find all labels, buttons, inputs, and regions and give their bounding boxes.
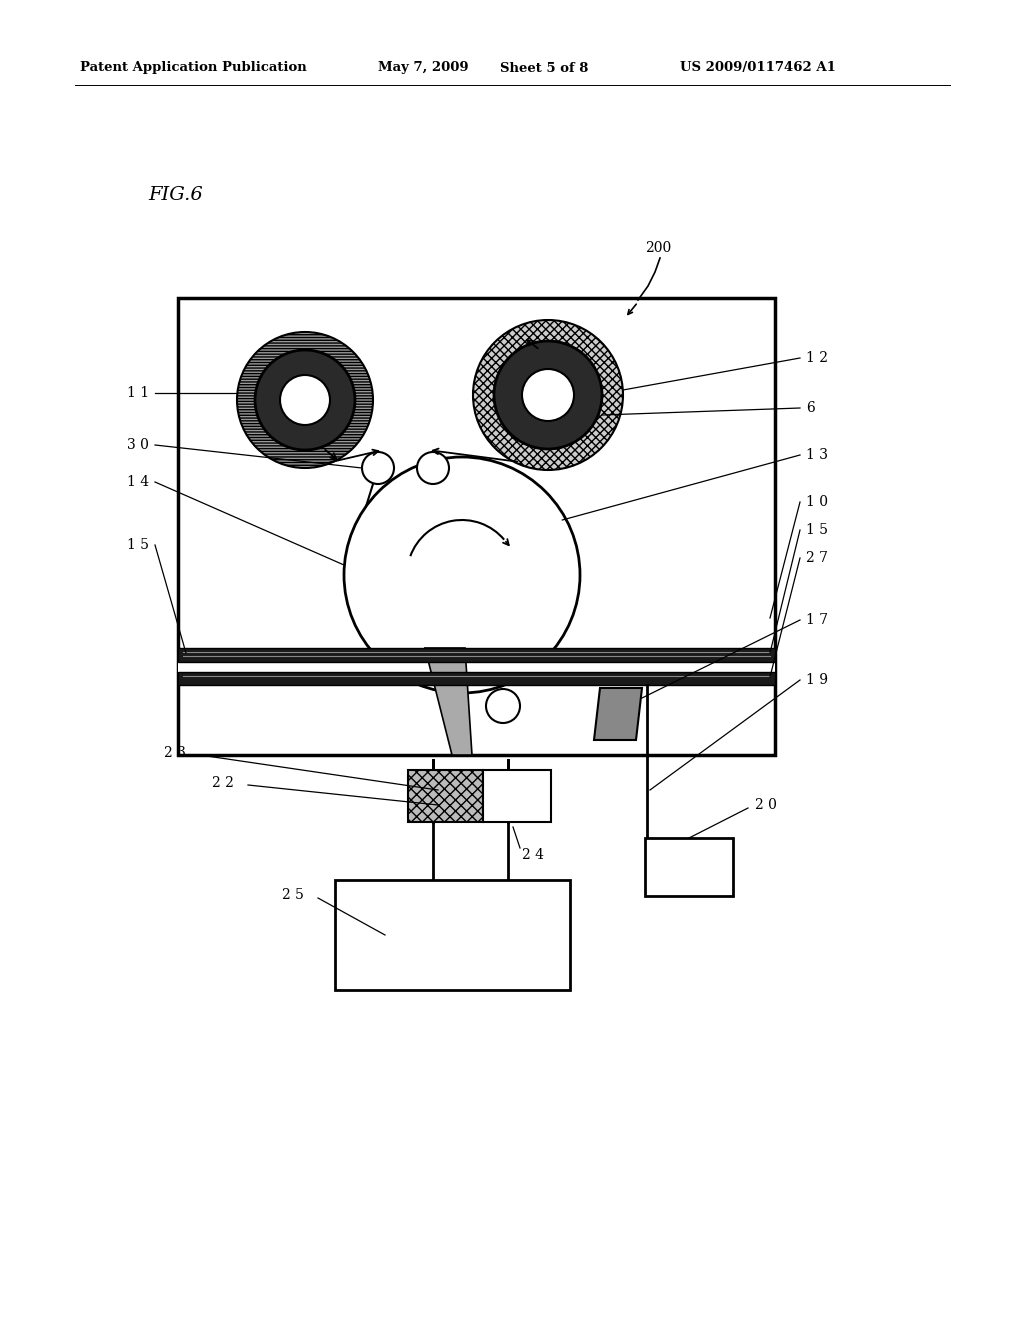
Text: 1 5: 1 5: [127, 539, 150, 552]
Text: 6: 6: [806, 401, 815, 414]
Circle shape: [280, 375, 330, 425]
Text: 3 0: 3 0: [127, 438, 150, 451]
Circle shape: [362, 451, 394, 484]
Bar: [483, 770, 551, 822]
Text: 2 7: 2 7: [806, 550, 828, 565]
Text: 2 0: 2 0: [755, 799, 777, 812]
Circle shape: [522, 370, 574, 421]
Bar: [178, 663, 775, 672]
Circle shape: [255, 350, 355, 450]
Bar: [408, 770, 483, 822]
Text: 1 7: 1 7: [806, 612, 828, 627]
Bar: [335, 880, 570, 990]
Bar: [178, 672, 775, 685]
Text: 2 5: 2 5: [283, 888, 304, 902]
Circle shape: [344, 457, 580, 693]
Polygon shape: [594, 688, 642, 741]
Text: 2 4: 2 4: [522, 847, 544, 862]
Text: US 2009/0117462 A1: US 2009/0117462 A1: [680, 62, 836, 74]
Text: 1 5: 1 5: [806, 523, 828, 537]
Circle shape: [237, 333, 373, 469]
Text: 1 2: 1 2: [806, 351, 828, 366]
Bar: [645, 838, 733, 896]
Text: Patent Application Publication: Patent Application Publication: [80, 62, 307, 74]
Circle shape: [417, 451, 449, 484]
Text: 2 2: 2 2: [212, 776, 234, 789]
Circle shape: [494, 341, 602, 449]
Bar: [178, 298, 775, 755]
Text: 2 3: 2 3: [164, 746, 186, 760]
Text: May 7, 2009: May 7, 2009: [378, 62, 469, 74]
Text: 1 0: 1 0: [806, 495, 828, 510]
Text: 1 3: 1 3: [806, 447, 828, 462]
Text: FIG.6: FIG.6: [148, 186, 203, 205]
Text: 1 4: 1 4: [127, 475, 150, 488]
Text: 1 9: 1 9: [806, 673, 828, 686]
Bar: [178, 648, 775, 663]
Text: Sheet 5 of 8: Sheet 5 of 8: [500, 62, 589, 74]
Text: 200: 200: [645, 242, 672, 255]
Polygon shape: [425, 648, 472, 755]
Circle shape: [486, 689, 520, 723]
Circle shape: [473, 319, 623, 470]
Text: 1 1: 1 1: [127, 385, 150, 400]
